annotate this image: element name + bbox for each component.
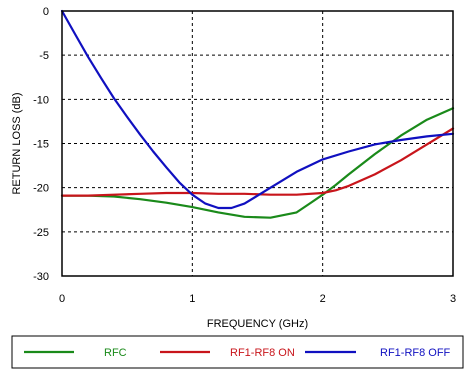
y-tick-label: -5 — [39, 50, 49, 62]
tick-labels: 0 1 2 3 0 -5 -10 -15 -20 -25 -30 — [33, 6, 456, 305]
legend-label-0: RFC — [104, 347, 127, 359]
series-lines — [60, 9, 455, 219]
y-tick-label: -30 — [33, 271, 49, 283]
series-line-0 — [60, 107, 455, 219]
y-tick-label: -20 — [33, 183, 49, 195]
x-tick-label: 1 — [189, 293, 195, 305]
x-axis-label: FREQUENCY (GHz) — [207, 318, 308, 330]
legend-box — [11, 335, 464, 369]
y-tick-label: 0 — [43, 6, 49, 18]
x-tick-label: 3 — [450, 293, 456, 305]
y-tick-label: -25 — [33, 227, 49, 239]
plot-frame — [61, 10, 454, 277]
y-axis-label: RETURN LOSS (dB) — [11, 92, 23, 194]
series-line-1 — [60, 127, 455, 197]
x-tick-label: 2 — [320, 293, 326, 305]
x-tick-label: 0 — [59, 293, 65, 305]
legend-label-2: RF1-RF8 OFF — [380, 347, 451, 359]
series-line-2 — [60, 9, 455, 210]
legend-label-1: RF1-RF8 ON — [230, 347, 295, 359]
legend: RFC RF1-RF8 ON RF1-RF8 OFF — [24, 347, 451, 359]
grid-lines — [62, 11, 453, 276]
y-tick-label: -15 — [33, 139, 49, 151]
y-tick-label: -10 — [33, 94, 49, 106]
